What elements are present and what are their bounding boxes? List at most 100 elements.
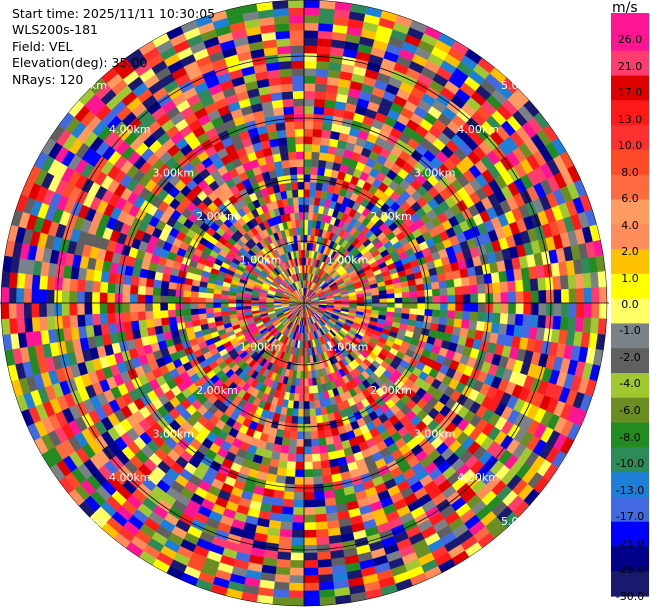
velocity-gate xyxy=(295,461,305,470)
velocity-gate xyxy=(505,324,516,337)
velocity-gate xyxy=(8,287,17,304)
velocity-gate xyxy=(161,324,171,334)
velocity-gate xyxy=(316,422,325,432)
velocity-gate xyxy=(544,276,554,291)
velocity-gate xyxy=(220,302,229,308)
range-ring-label: 4.00km xyxy=(457,471,499,484)
velocity-gate xyxy=(303,45,318,54)
velocity-gate xyxy=(567,274,577,290)
velocity-gate xyxy=(301,249,305,258)
velocity-gate xyxy=(289,560,305,569)
velocity-gate xyxy=(401,291,411,298)
velocity-gate xyxy=(470,302,479,313)
range-ring-label: 3.00km xyxy=(153,428,195,441)
velocity-gate xyxy=(92,280,101,293)
velocity-gate xyxy=(273,15,290,25)
velocity-gate xyxy=(318,581,335,591)
velocity-gate xyxy=(137,311,146,321)
velocity-gate xyxy=(514,313,524,327)
velocity-gate xyxy=(273,581,290,591)
velocity-gate xyxy=(298,393,305,402)
velocity-gate xyxy=(296,158,305,167)
velocity-gate xyxy=(507,313,516,326)
velocity-gate xyxy=(522,279,532,292)
velocity-gate xyxy=(152,294,161,304)
velocity-gate xyxy=(422,276,432,285)
velocity-gate xyxy=(325,436,335,446)
velocity-gate xyxy=(284,476,296,485)
velocity-gate xyxy=(294,469,305,478)
velocity-gate xyxy=(107,282,116,294)
velocity-gate xyxy=(159,295,168,304)
velocity-gate xyxy=(292,400,299,410)
velocity-gate xyxy=(291,68,305,77)
velocity-gate xyxy=(176,321,186,330)
velocity-gate xyxy=(538,302,547,316)
velocity-gate xyxy=(559,316,569,331)
velocity-gate xyxy=(321,129,332,139)
velocity-gate xyxy=(292,83,305,92)
velocity-gate xyxy=(303,128,314,137)
velocity-gate xyxy=(490,272,501,284)
velocity-gate xyxy=(137,285,146,295)
velocity-gate xyxy=(294,128,305,137)
velocity-gate xyxy=(303,348,307,357)
velocity-gate xyxy=(99,292,108,304)
velocity-gate xyxy=(303,408,311,417)
velocity-gate xyxy=(292,507,305,516)
velocity-gate xyxy=(272,0,289,10)
velocity-gate xyxy=(175,315,185,324)
velocity-gate xyxy=(296,439,305,448)
velocity-gate xyxy=(250,302,259,306)
velocity-gate xyxy=(84,291,93,304)
velocity-gate xyxy=(303,204,310,213)
velocity-gate xyxy=(205,302,214,309)
velocity-gate xyxy=(319,596,336,606)
velocity-gate xyxy=(295,454,305,463)
velocity-gate xyxy=(468,320,478,331)
velocity-gate xyxy=(38,302,47,318)
velocity-gate xyxy=(107,272,118,284)
velocity-gate xyxy=(303,211,309,220)
station-label: WLS200s-181 xyxy=(12,22,98,38)
velocity-gate xyxy=(379,294,388,300)
velocity-gate xyxy=(205,307,214,314)
velocity-gate xyxy=(277,137,288,147)
velocity-gate xyxy=(409,308,418,316)
velocity-gate xyxy=(290,423,298,432)
velocity-gate xyxy=(123,321,133,332)
velocity-gate xyxy=(318,437,327,447)
velocity-gate xyxy=(129,311,139,322)
range-ring-label: 1.00km xyxy=(327,341,369,354)
velocity-gate xyxy=(152,287,162,296)
velocity-gate xyxy=(283,106,295,115)
velocity-gate xyxy=(499,281,509,293)
velocity-gate xyxy=(285,468,296,478)
velocity-gate xyxy=(507,280,516,293)
velocity-gate xyxy=(315,75,328,85)
velocity-gate xyxy=(276,129,287,139)
velocity-gate xyxy=(293,393,300,402)
velocity-gate xyxy=(310,174,318,183)
velocity-gate xyxy=(314,407,322,417)
velocity-gate xyxy=(537,277,547,291)
velocity-gate xyxy=(311,453,321,463)
velocity-gate xyxy=(84,313,94,327)
range-ring-label: 2.00km xyxy=(370,210,412,223)
velocity-gate xyxy=(515,291,524,304)
velocity-gate xyxy=(314,83,328,93)
velocity-gate xyxy=(190,313,200,321)
velocity-gate xyxy=(310,423,318,432)
velocity-gate xyxy=(314,400,321,409)
velocity-gate xyxy=(295,219,301,228)
velocity-gate xyxy=(175,289,184,297)
velocity-gate xyxy=(303,158,312,167)
velocity-gate xyxy=(409,290,418,298)
velocity-gate xyxy=(323,489,335,500)
velocity-gate xyxy=(299,211,305,220)
velocity-gate xyxy=(523,302,532,316)
velocity-gate xyxy=(515,302,524,315)
velocity-gate xyxy=(561,288,570,304)
velocity-gate xyxy=(99,281,109,293)
velocity-gate xyxy=(303,454,313,463)
